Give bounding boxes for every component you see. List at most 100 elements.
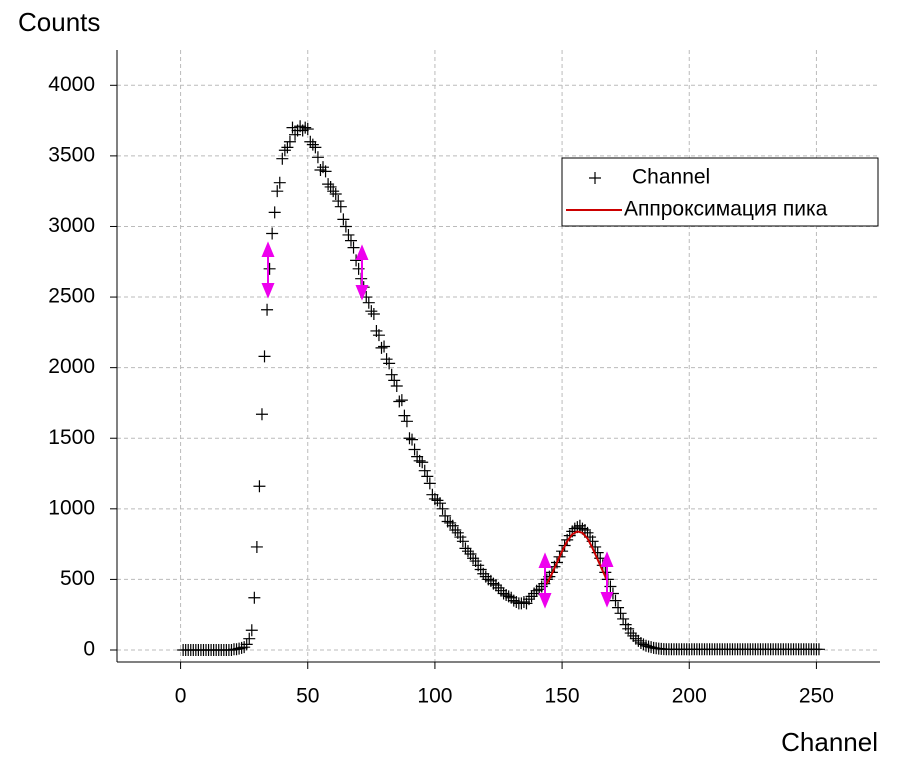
y-tick-label: 2500 <box>48 285 95 308</box>
data-point <box>367 308 380 320</box>
data-point <box>517 596 530 608</box>
data-point <box>334 200 347 213</box>
data-point <box>337 213 350 226</box>
data-point <box>322 178 335 191</box>
data-point <box>812 643 825 656</box>
y-tick-label: 4000 <box>48 73 95 96</box>
data-point <box>306 138 319 151</box>
x-tick-label: 200 <box>672 685 707 708</box>
x-tick-label: 150 <box>545 685 580 708</box>
data-point <box>286 121 299 134</box>
data-point <box>456 535 469 548</box>
data-point <box>276 152 289 165</box>
data-point <box>327 185 340 198</box>
data-point <box>342 228 355 241</box>
legend-label: Channel <box>632 166 710 189</box>
data-point <box>507 594 520 607</box>
data-point <box>266 227 279 240</box>
data-point <box>444 516 457 529</box>
data-point <box>347 241 360 254</box>
data-point <box>281 141 294 154</box>
data-point <box>423 477 436 490</box>
data-point <box>624 627 637 640</box>
data-point <box>449 524 462 536</box>
data-point <box>243 632 256 645</box>
data-point <box>263 262 276 275</box>
data-point <box>525 590 538 603</box>
data-point <box>271 185 284 198</box>
data-point <box>408 443 421 456</box>
data-point <box>278 144 291 157</box>
x-tick-label: 50 <box>296 685 319 708</box>
x-tick-label: 250 <box>799 685 834 708</box>
data-point <box>314 164 327 176</box>
data-point <box>461 545 474 558</box>
data-point <box>634 636 647 649</box>
data-point <box>365 305 378 318</box>
data-point <box>477 567 490 580</box>
legend-label: Аппроксимация пика <box>624 198 828 221</box>
data-point <box>388 374 401 387</box>
data-point <box>413 454 426 467</box>
data-point <box>375 341 388 354</box>
data-point <box>385 368 398 381</box>
data-point <box>612 601 625 614</box>
data-point <box>523 593 536 606</box>
data-point <box>350 254 363 267</box>
data-point <box>238 641 251 654</box>
data-point <box>304 135 317 148</box>
data-point <box>261 303 274 316</box>
data-point <box>393 395 406 408</box>
data-point <box>640 639 653 652</box>
data-point <box>344 234 357 247</box>
data-point <box>642 640 655 653</box>
data-point <box>609 594 622 607</box>
data-point <box>233 642 246 655</box>
y-tick-label: 1000 <box>48 496 95 519</box>
y-tick-label: 1500 <box>48 426 95 449</box>
data-point <box>301 123 314 136</box>
data-point <box>492 581 505 594</box>
y-tick-label: 500 <box>60 567 95 590</box>
data-point <box>378 340 391 353</box>
data-point <box>431 494 444 507</box>
data-point <box>332 195 345 208</box>
x-tick-label: 100 <box>417 685 452 708</box>
data-point <box>240 638 253 651</box>
data-point <box>418 464 431 477</box>
data-point <box>362 296 375 309</box>
data-point <box>500 588 513 601</box>
legend-box <box>561 157 879 227</box>
data-point <box>255 408 268 421</box>
data-point <box>434 497 447 510</box>
y-tick-label: 0 <box>83 638 95 661</box>
data-point <box>299 121 312 134</box>
fit-line <box>545 530 609 585</box>
data-point <box>395 394 408 407</box>
data-point <box>400 415 413 428</box>
legend-swatch <box>589 172 601 184</box>
data-point <box>489 579 502 592</box>
data-point <box>309 141 322 154</box>
y-tick-label: 3000 <box>48 214 95 237</box>
data-point <box>614 607 627 620</box>
y-axis-label: Counts <box>18 7 100 37</box>
half-max-markers <box>261 241 614 609</box>
x-axis-label: Channel <box>781 727 878 757</box>
data-point <box>416 456 429 469</box>
legend: Channel Аппроксимация пика <box>561 157 879 227</box>
data-point <box>421 470 434 483</box>
data-point <box>339 220 352 233</box>
x-tick-label: 0 <box>175 685 187 708</box>
data-point <box>497 587 510 600</box>
data-point <box>436 502 449 515</box>
data-point <box>248 591 261 604</box>
data-point <box>403 432 416 445</box>
data-point <box>627 629 640 642</box>
data-point <box>296 124 309 137</box>
data-point <box>398 409 411 422</box>
data-point <box>390 380 403 392</box>
data-point <box>268 206 281 219</box>
